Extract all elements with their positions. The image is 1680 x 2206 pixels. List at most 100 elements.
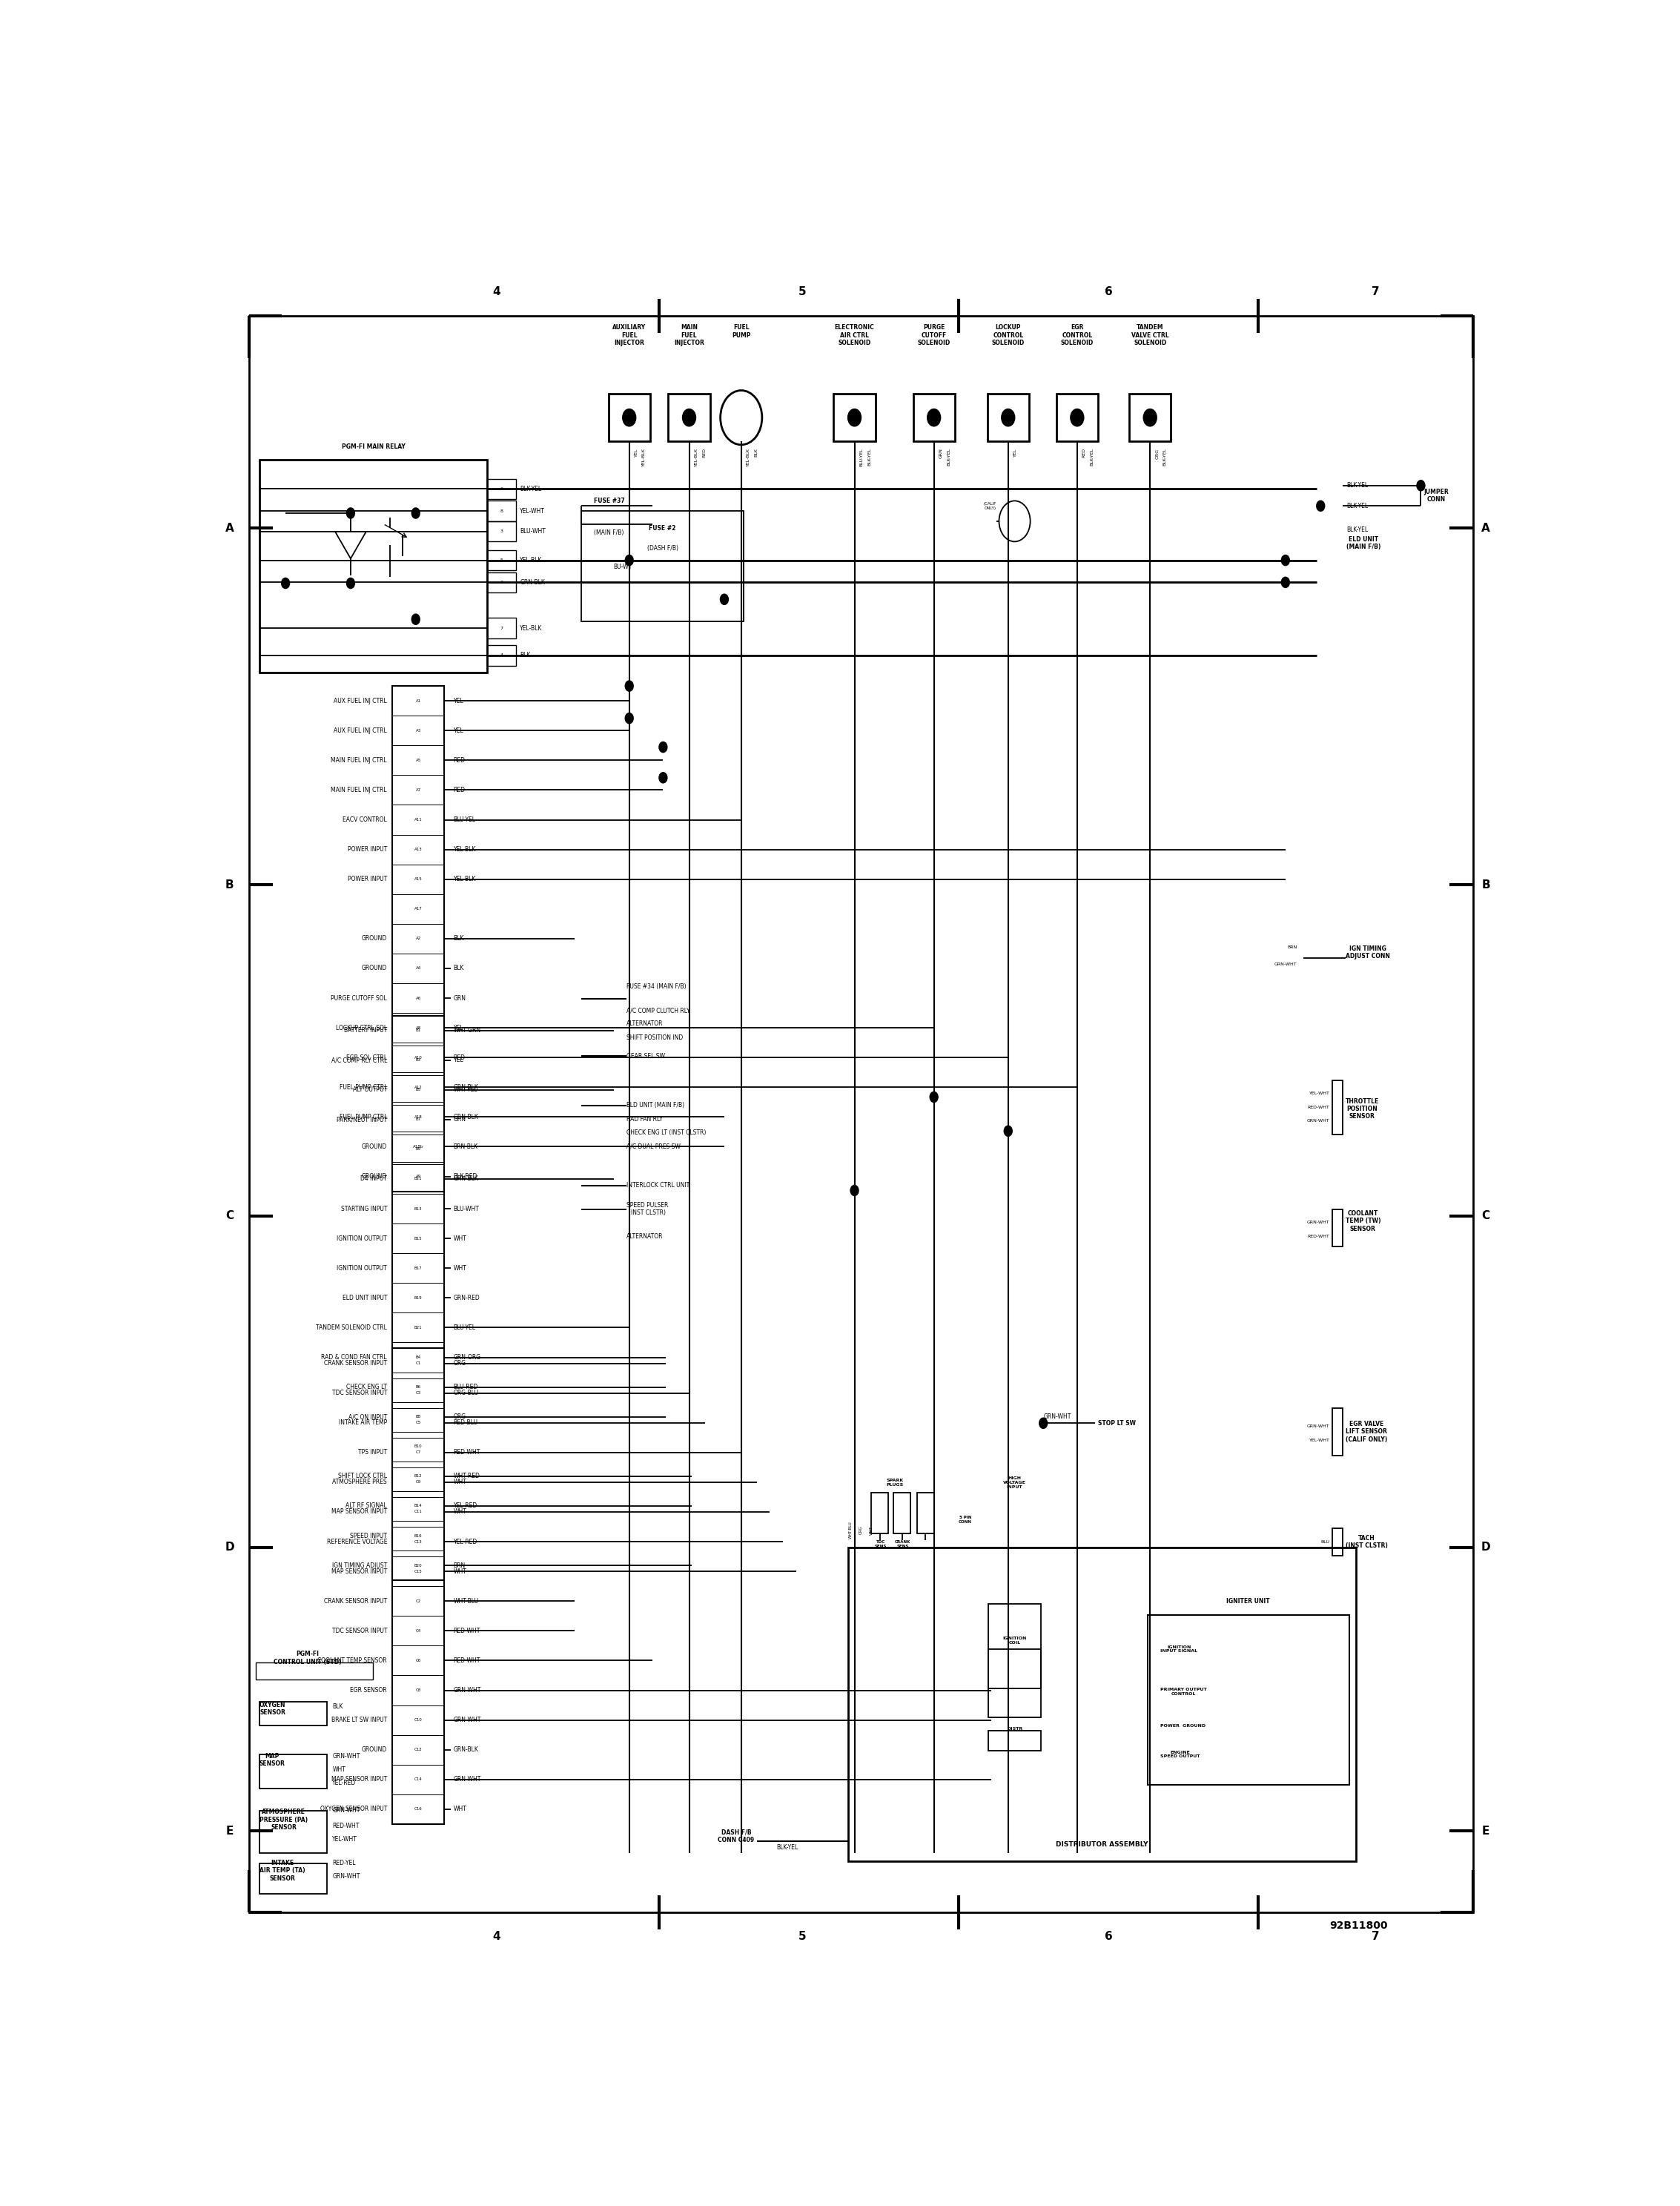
- Bar: [487, 501, 516, 521]
- Text: A12: A12: [415, 1085, 422, 1090]
- Text: YEL: YEL: [454, 1057, 464, 1063]
- Bar: [1332, 1081, 1342, 1134]
- Text: C9: C9: [415, 1480, 422, 1485]
- Text: IGNITION OUTPUT: IGNITION OUTPUT: [338, 1264, 386, 1271]
- Bar: [894, 1493, 911, 1533]
- Text: ALTERNATOR: ALTERNATOR: [627, 1233, 664, 1240]
- Text: WHT-RED: WHT-RED: [454, 1474, 480, 1480]
- Text: B7: B7: [415, 1118, 422, 1121]
- Text: YEL-WHT: YEL-WHT: [519, 507, 544, 514]
- Text: C14: C14: [415, 1778, 422, 1780]
- Text: COOLANT
TEMP (TW)
SENSOR: COOLANT TEMP (TW) SENSOR: [1346, 1211, 1381, 1233]
- Text: TDC SENSOR INPUT: TDC SENSOR INPUT: [333, 1628, 386, 1635]
- Text: YEL-BLK: YEL-BLK: [454, 847, 475, 854]
- Text: GROUND: GROUND: [361, 1143, 386, 1149]
- Circle shape: [682, 408, 696, 426]
- Text: WHT: WHT: [454, 1807, 467, 1813]
- Bar: [988, 395, 1028, 441]
- Text: GRN-BLK: GRN-BLK: [519, 578, 544, 587]
- Text: A10: A10: [415, 1057, 422, 1059]
- Text: TANDEM
VALVE CTRL
SOLENOID: TANDEM VALVE CTRL SOLENOID: [1131, 324, 1169, 346]
- Text: DISTR: DISTR: [1006, 1727, 1023, 1732]
- Text: POWER INPUT: POWER INPUT: [348, 847, 386, 854]
- Text: EGR SOL CTRL: EGR SOL CTRL: [346, 1054, 386, 1061]
- Text: C10: C10: [415, 1718, 422, 1723]
- Text: A: A: [1482, 523, 1490, 534]
- Text: A18: A18: [415, 1116, 422, 1118]
- Text: 3: 3: [501, 529, 502, 534]
- Text: ELD UNIT
(MAIN F/B): ELD UNIT (MAIN F/B): [1347, 536, 1381, 552]
- Text: YEL-BLK: YEL-BLK: [519, 556, 543, 563]
- Text: A9: A9: [415, 1174, 422, 1178]
- Text: RED-WHT: RED-WHT: [1307, 1105, 1331, 1110]
- Text: BLK-YEL: BLK-YEL: [1163, 448, 1168, 465]
- Text: RED-WHT: RED-WHT: [1307, 1235, 1331, 1238]
- Text: BLU: BLU: [1320, 1540, 1331, 1544]
- Text: FUSE #37: FUSE #37: [595, 499, 625, 505]
- Text: BU-WT: BU-WT: [613, 565, 632, 571]
- Text: BLK-YEL: BLK-YEL: [519, 485, 541, 492]
- Text: A4: A4: [415, 966, 422, 971]
- Text: D: D: [1482, 1542, 1490, 1553]
- Text: A6: A6: [415, 997, 422, 999]
- Text: REFERENCE VOLTAGE: REFERENCE VOLTAGE: [326, 1538, 386, 1544]
- Text: FUSE #2: FUSE #2: [648, 525, 675, 532]
- Text: GROUND: GROUND: [361, 935, 386, 942]
- Text: INTAKE
AIR TEMP (TA)
SENSOR: INTAKE AIR TEMP (TA) SENSOR: [259, 1860, 306, 1882]
- Text: MAIN
FUEL
INJECTOR: MAIN FUEL INJECTOR: [674, 324, 704, 346]
- Circle shape: [1040, 1418, 1047, 1427]
- Text: MAP
SENSOR: MAP SENSOR: [259, 1754, 286, 1767]
- Text: CHECK ENG LT: CHECK ENG LT: [346, 1383, 386, 1390]
- Text: PARK/NEUT INPUT: PARK/NEUT INPUT: [336, 1116, 386, 1123]
- Text: 7: 7: [1371, 287, 1379, 298]
- Text: WHT: WHT: [454, 1568, 467, 1575]
- Text: ENGINE
SPEED OUTPUT: ENGINE SPEED OUTPUT: [1161, 1749, 1200, 1758]
- Text: RED-WHT: RED-WHT: [454, 1657, 480, 1663]
- Circle shape: [850, 1185, 858, 1196]
- Text: YEL-RED: YEL-RED: [454, 1538, 477, 1544]
- Text: A13: A13: [415, 847, 422, 852]
- Circle shape: [625, 556, 633, 565]
- Text: B: B: [225, 880, 234, 891]
- Text: IGN TIMING ADJUST: IGN TIMING ADJUST: [333, 1562, 386, 1568]
- Text: CRANK SENSOR INPUT: CRANK SENSOR INPUT: [324, 1597, 386, 1604]
- Bar: [487, 521, 516, 543]
- Text: B17: B17: [415, 1266, 422, 1271]
- Text: GRN-BLK: GRN-BLK: [454, 1747, 479, 1754]
- Text: YEL-BLK: YEL-BLK: [694, 448, 699, 468]
- Text: 4: 4: [492, 287, 501, 298]
- Text: A2: A2: [415, 938, 422, 940]
- Text: A3: A3: [415, 728, 422, 732]
- Text: SPEED INPUT: SPEED INPUT: [349, 1533, 386, 1540]
- Text: RAD & COND FAN CTRL: RAD & COND FAN CTRL: [321, 1354, 386, 1361]
- Text: C16: C16: [415, 1807, 422, 1811]
- Text: YEL-WHT: YEL-WHT: [1309, 1438, 1331, 1443]
- Text: C13: C13: [415, 1540, 422, 1544]
- Text: B20: B20: [415, 1564, 422, 1566]
- Text: C3: C3: [415, 1392, 422, 1394]
- Text: 5: 5: [501, 558, 502, 563]
- Text: BLU-WHT: BLU-WHT: [519, 527, 546, 534]
- Bar: [259, 1701, 328, 1725]
- Text: WHT: WHT: [870, 1527, 874, 1535]
- Text: PGM-FI MAIN RELAY: PGM-FI MAIN RELAY: [341, 443, 405, 450]
- Text: MAIN FUEL INJ CTRL: MAIN FUEL INJ CTRL: [331, 788, 386, 794]
- Text: HIGH
VOLTAGE
INPUT: HIGH VOLTAGE INPUT: [1003, 1476, 1026, 1489]
- Text: RAD FAN RLY: RAD FAN RLY: [627, 1116, 664, 1123]
- Text: SPEED PULSER
(INST CLSTR): SPEED PULSER (INST CLSTR): [627, 1202, 669, 1216]
- Text: GRN: GRN: [454, 995, 465, 1002]
- Text: WHT-BLU: WHT-BLU: [848, 1522, 852, 1540]
- Text: EGR
CONTROL
SOLENOID: EGR CONTROL SOLENOID: [1060, 324, 1094, 346]
- Text: A17: A17: [415, 907, 422, 911]
- Text: YEL-RED: YEL-RED: [454, 1502, 477, 1509]
- Text: BRN-BLK: BRN-BLK: [454, 1143, 479, 1149]
- Text: 7: 7: [1371, 1930, 1379, 1941]
- Bar: [872, 1493, 889, 1533]
- Text: A/C ON INPUT: A/C ON INPUT: [348, 1414, 386, 1421]
- Circle shape: [721, 593, 727, 604]
- Text: A/C COMP RLY CTRL: A/C COMP RLY CTRL: [331, 1057, 386, 1063]
- Text: C1: C1: [415, 1361, 422, 1366]
- Text: B5: B5: [415, 1088, 422, 1092]
- Text: CRANK SENSOR INPUT: CRANK SENSOR INPUT: [324, 1359, 386, 1368]
- Text: YEL-RED: YEL-RED: [333, 1780, 356, 1787]
